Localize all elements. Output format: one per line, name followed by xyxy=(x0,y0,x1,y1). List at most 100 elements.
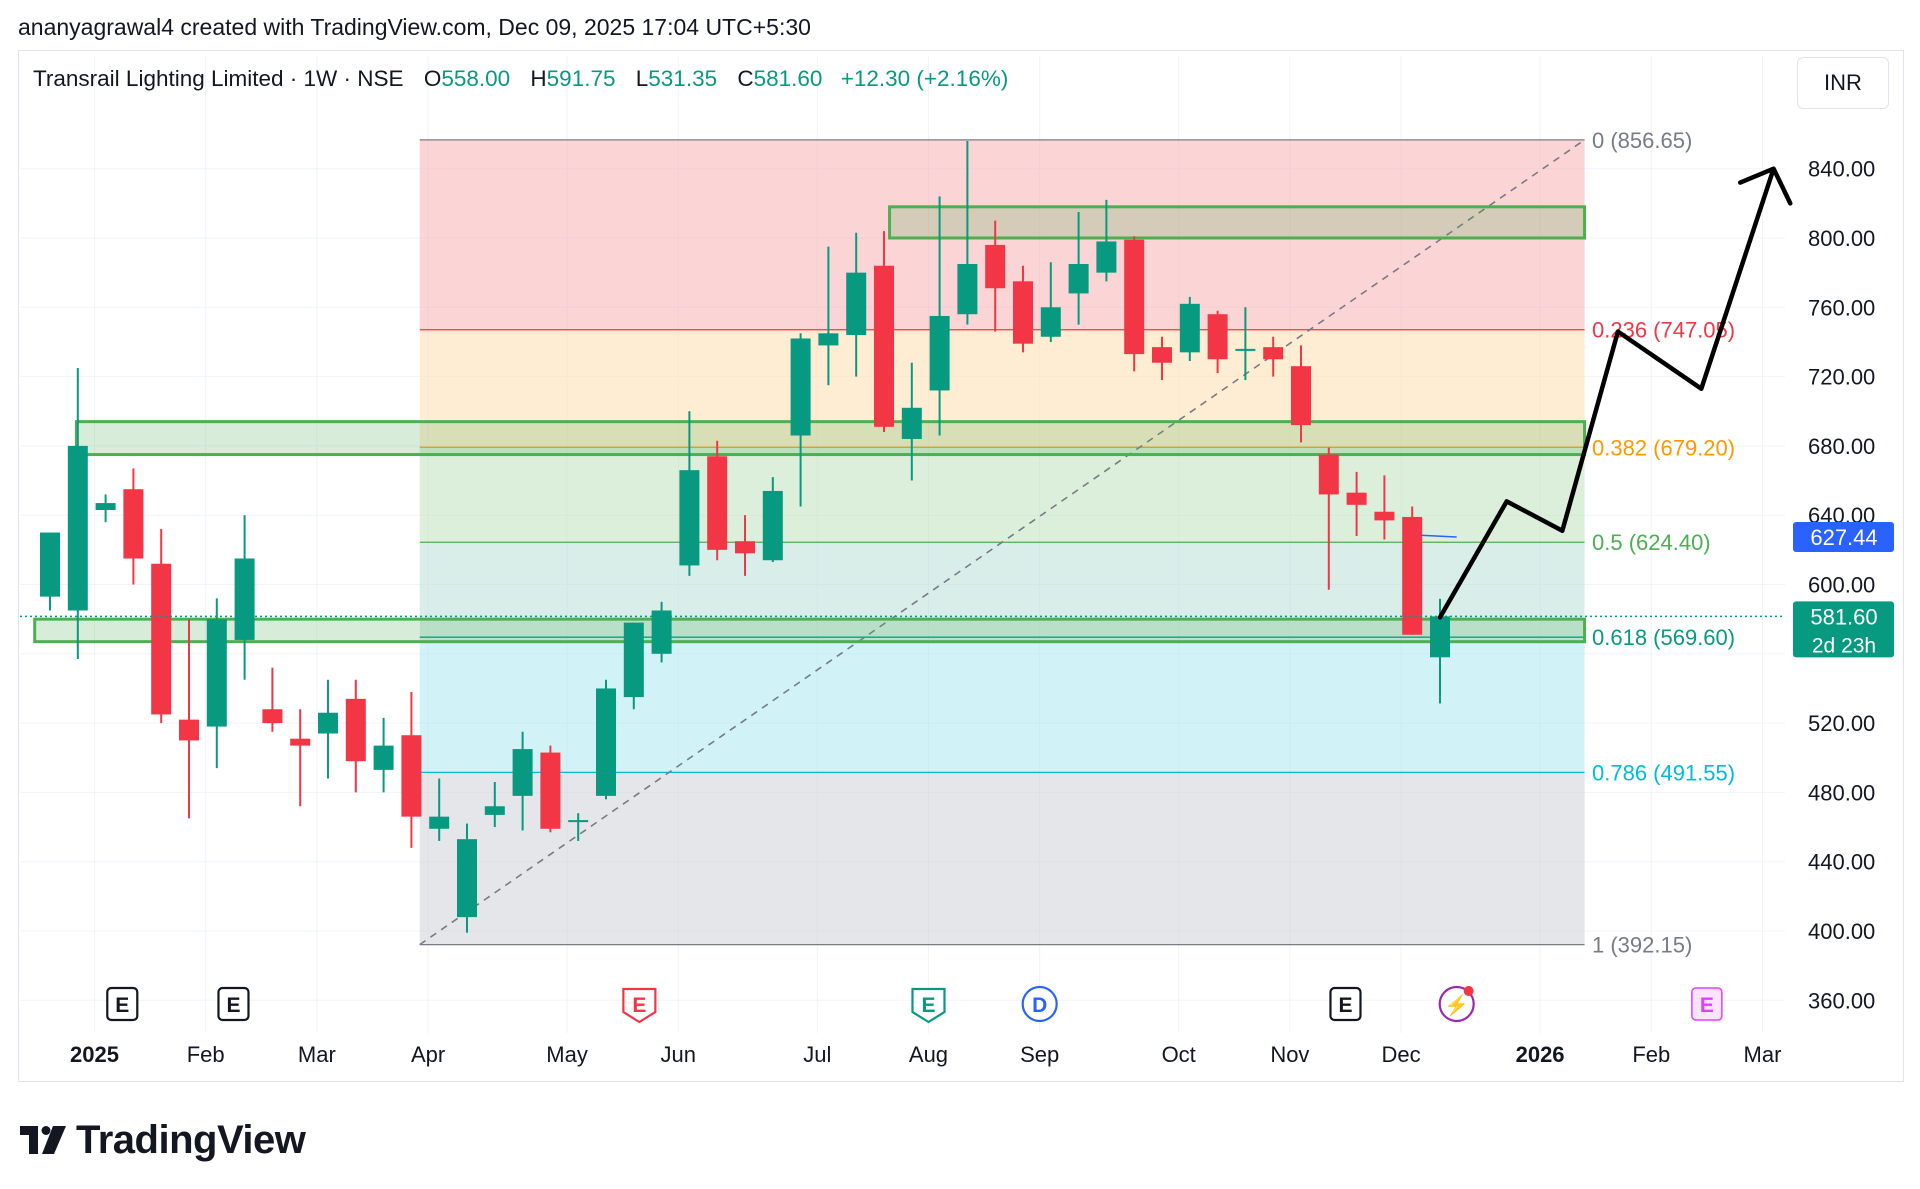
candlestick-series xyxy=(40,140,1450,933)
x-tick-label: Feb xyxy=(187,1042,225,1067)
event-marker-circle xyxy=(1021,985,1058,1023)
event-marker[interactable]: E xyxy=(217,986,250,1022)
chart-frame xyxy=(18,50,1904,1082)
candle-body xyxy=(596,688,616,796)
candle-body xyxy=(540,752,561,829)
y-tick-label: 680.00 xyxy=(1808,434,1875,459)
event-marker-letter: D xyxy=(1032,994,1047,1017)
event-marker[interactable]: ⚡ xyxy=(1438,985,1475,1023)
chart-credit: ananyagrawal4 created with TradingView.c… xyxy=(18,14,811,40)
candle-body xyxy=(179,719,199,741)
x-tick-label: Apr xyxy=(411,1042,445,1067)
candle-body xyxy=(1179,303,1200,353)
x-tick-label: Mar xyxy=(298,1042,336,1067)
event-marker[interactable]: E xyxy=(106,986,139,1022)
event-marker-letter: E xyxy=(1338,994,1352,1017)
event-marker[interactable]: D xyxy=(1021,985,1058,1023)
candle-body xyxy=(67,445,88,611)
symbol-legend: Transrail Lighting Limited · 1W · NSE O5… xyxy=(33,66,1008,92)
y-tick-label: 800.00 xyxy=(1808,226,1875,251)
candle-body xyxy=(206,619,227,727)
tradingview-wordmark: TradingView xyxy=(76,1117,306,1162)
x-tick-label: Jun xyxy=(661,1042,696,1067)
candle-body xyxy=(123,489,144,559)
candle-body xyxy=(762,490,783,561)
price-tag-label: 627.44 xyxy=(1810,525,1877,550)
candle-body xyxy=(1152,347,1172,363)
candle-body xyxy=(345,698,366,762)
event-marker-letter: ⚡ xyxy=(1444,993,1469,1017)
fib-level-label: 0.382 (679.20) xyxy=(1592,435,1735,460)
projection-drawing xyxy=(20,166,1793,620)
candle-body xyxy=(957,263,978,315)
event-marker-shield xyxy=(911,987,946,1024)
candle-body xyxy=(929,315,950,391)
fib-level-label: 0 (856.65) xyxy=(1592,128,1692,153)
event-marker-letter: E xyxy=(632,994,646,1017)
close-label: C xyxy=(737,66,754,91)
tradingview-logo[interactable]: TradingView xyxy=(20,1115,306,1165)
currency-button[interactable]: INR xyxy=(1797,57,1889,109)
candle-body xyxy=(1040,307,1061,337)
price-axis: 840.00800.00760.00720.00680.00640.00600.… xyxy=(1808,157,1875,1014)
event-marker-box xyxy=(1329,986,1362,1022)
symbol-title: Transrail Lighting Limited · 1W · NSE xyxy=(33,66,404,91)
x-tick-label: Dec xyxy=(1382,1042,1421,1067)
fib-level-label: 0.236 (747.05) xyxy=(1592,318,1735,343)
candle-body xyxy=(1374,511,1395,521)
fib-level-label: 0.786 (491.55) xyxy=(1592,760,1735,785)
price-tag xyxy=(1793,521,1894,552)
event-marker-letter: E xyxy=(226,994,240,1017)
candle-body xyxy=(568,820,589,823)
candle-body xyxy=(679,470,700,566)
event-marker[interactable]: E xyxy=(1329,986,1362,1022)
candle-body xyxy=(790,338,811,436)
price-tag-label: 581.60 xyxy=(1810,604,1877,629)
open-value: 558.00 xyxy=(441,66,511,91)
event-marker[interactable]: E xyxy=(1691,987,1723,1021)
event-marker-circle xyxy=(1438,985,1475,1023)
fib-trend-line xyxy=(419,139,1586,946)
fib-level-label: 0.618 (569.60) xyxy=(1592,625,1735,650)
y-tick-label: 720.00 xyxy=(1808,365,1875,390)
open-label: O xyxy=(423,66,442,91)
candle-body xyxy=(429,816,450,829)
sr-zone xyxy=(888,205,1587,240)
x-tick-label: Mar xyxy=(1744,1042,1782,1067)
low-value: 531.35 xyxy=(648,66,718,91)
candle-body xyxy=(401,735,422,817)
y-tick-label: 520.00 xyxy=(1808,711,1875,736)
x-tick-label: Sep xyxy=(1020,1042,1059,1067)
close-value: 581.60 xyxy=(753,66,823,91)
candle-body xyxy=(651,610,672,654)
fib-band xyxy=(419,772,1585,945)
candle-body xyxy=(1291,366,1311,426)
candle-body xyxy=(373,745,394,770)
x-tick-label: Oct xyxy=(1162,1042,1196,1067)
y-tick-label: 840.00 xyxy=(1808,157,1875,182)
low-label: L xyxy=(635,66,649,91)
event-marker[interactable]: E xyxy=(911,987,946,1024)
candle-body xyxy=(818,333,839,346)
x-tick-label: Aug xyxy=(909,1042,948,1067)
event-marker-letter: E xyxy=(115,994,129,1017)
candle-body xyxy=(985,244,1006,289)
candle-body xyxy=(95,503,116,511)
candle-body xyxy=(623,622,644,698)
high-value: 591.75 xyxy=(546,66,616,91)
y-tick-label: 600.00 xyxy=(1808,573,1875,598)
event-marker[interactable]: E xyxy=(622,987,657,1024)
fib-level-label: 1 (392.15) xyxy=(1592,933,1692,958)
tradingview-logo-icon xyxy=(20,1126,66,1154)
price-tag xyxy=(1793,601,1894,658)
candle-body xyxy=(318,712,338,734)
event-marker-letter: E xyxy=(921,994,935,1017)
candle-body xyxy=(1346,492,1367,505)
candle-body xyxy=(151,563,172,715)
fib-band xyxy=(419,542,1585,638)
x-tick-label: 2025 xyxy=(70,1042,119,1067)
x-tick-label: Jul xyxy=(803,1042,831,1067)
event-marker-box xyxy=(1691,987,1723,1021)
projection-path xyxy=(1437,166,1793,620)
